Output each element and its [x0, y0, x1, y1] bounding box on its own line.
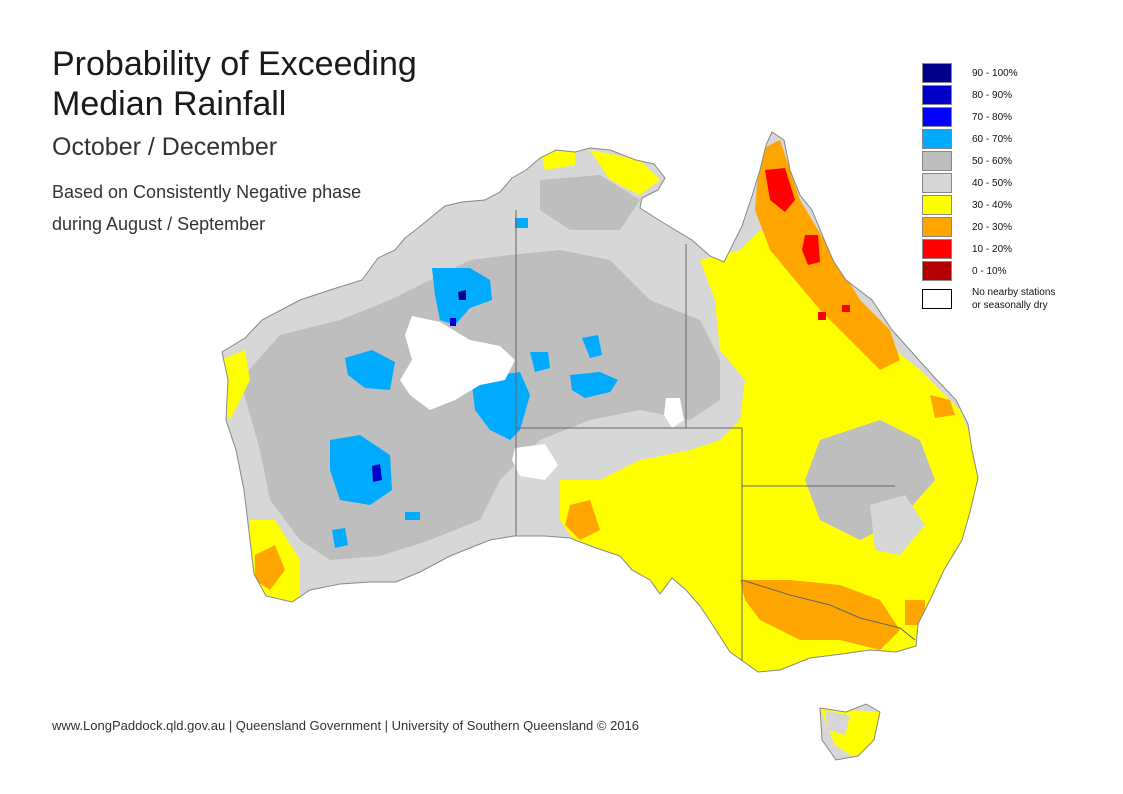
legend-swatch [922, 63, 952, 83]
legend-item: 90 - 100% [922, 62, 1092, 84]
legend-swatch [922, 261, 952, 281]
legend-swatch [922, 217, 952, 237]
legend-label: 10 - 20% [972, 243, 1013, 255]
legend-item: 60 - 70% [922, 128, 1092, 150]
legend-label: 30 - 40% [972, 199, 1013, 211]
legend-swatch [922, 107, 952, 127]
map-subtitle: October / December [52, 133, 278, 161]
legend-item: 30 - 40% [922, 194, 1092, 216]
state-borders [515, 210, 916, 660]
legend-label: 40 - 50% [972, 177, 1013, 189]
legend-item: 20 - 30% [922, 216, 1092, 238]
legend-no-data-line-1: No nearby stations [972, 287, 1056, 298]
legend-label: 20 - 30% [972, 221, 1013, 233]
legend-swatch-no-data [922, 289, 952, 309]
legend-label: 60 - 70% [972, 133, 1013, 145]
legend-item: 80 - 90% [922, 84, 1092, 106]
map-note: Based on Consistently Negative phase dur… [52, 176, 361, 240]
footer-credits: www.LongPaddock.qld.gov.au | Queensland … [52, 718, 639, 733]
map-note-line-1: Based on Consistently Negative phase [52, 182, 362, 202]
coastline [221, 131, 979, 761]
legend-item: 70 - 80% [922, 106, 1092, 128]
legend-label: 50 - 60% [972, 155, 1013, 167]
legend-label: 70 - 80% [972, 111, 1013, 123]
legend-swatch [922, 239, 952, 259]
legend-label: 90 - 100% [972, 67, 1018, 79]
legend: 90 - 100% 80 - 90% 70 - 80% 60 - 70% 50 … [922, 62, 1092, 314]
rainfall-probability-zones [222, 132, 978, 760]
legend-swatch [922, 129, 952, 149]
map-title-line-2: Median Rainfall [52, 85, 287, 123]
legend-swatch [922, 85, 952, 105]
legend-swatch [922, 151, 952, 171]
legend-item-no-data: No nearby stations or seasonally dry [922, 284, 1092, 314]
legend-item: 50 - 60% [922, 150, 1092, 172]
legend-swatch [922, 195, 952, 215]
legend-item: 10 - 20% [922, 238, 1092, 260]
map-title: Probability of Exceeding Median Rainfall [52, 44, 417, 124]
legend-label: 80 - 90% [972, 89, 1013, 101]
legend-item: 40 - 50% [922, 172, 1092, 194]
map-note-line-2: during August / September [52, 214, 266, 234]
legend-item: 0 - 10% [922, 260, 1092, 282]
legend-label: 0 - 10% [972, 265, 1007, 277]
legend-label-no-data: No nearby stations or seasonally dry [972, 286, 1055, 312]
legend-no-data-line-2: or seasonally dry [972, 300, 1048, 311]
legend-swatch [922, 173, 952, 193]
map-title-line-1: Probability of Exceeding [52, 45, 417, 83]
